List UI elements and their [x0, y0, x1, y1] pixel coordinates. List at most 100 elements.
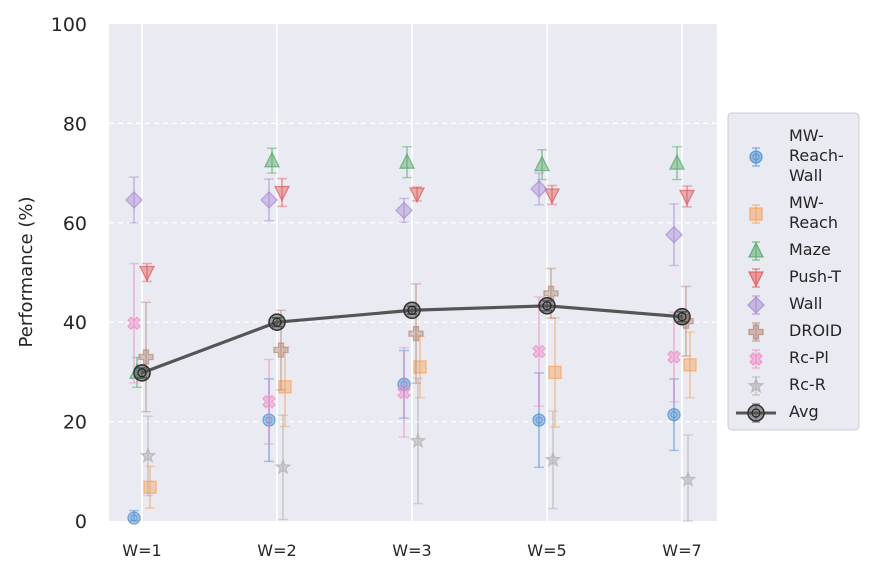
marker-shape: [665, 225, 683, 244]
error-bar: [143, 415, 153, 497]
data-point-1: [139, 447, 157, 464]
marker-shape: [530, 180, 548, 198]
series-layer: [125, 146, 697, 525]
data-point-1: [127, 316, 141, 331]
data-point-5: [679, 470, 697, 487]
marker-inner: [272, 317, 282, 327]
marker-shape: [747, 404, 765, 422]
marker-shape: [747, 271, 765, 288]
data-point-2: [263, 151, 281, 168]
series-maze: [128, 146, 686, 389]
error-bar: [413, 377, 423, 505]
marker-shape: [273, 185, 291, 202]
marker-shape: [749, 352, 763, 366]
marker-shape: [678, 189, 696, 206]
marker-shape: [538, 296, 556, 315]
error-bar: [264, 178, 274, 222]
x-tick-label-1: W=1: [122, 541, 161, 560]
legend-marker: [747, 404, 765, 422]
marker-shape: [278, 380, 292, 394]
data-point-3: [409, 432, 427, 449]
legend-label: Maze: [789, 240, 831, 259]
error-bar: [264, 358, 274, 445]
marker-shape: [127, 316, 141, 331]
error-bar: [548, 410, 558, 510]
marker-inner: [137, 368, 147, 378]
error-bar: [534, 296, 544, 407]
data-point-1: [138, 265, 156, 282]
data-point-4: [543, 188, 561, 205]
data-point-1: [138, 349, 154, 365]
legend-item-droid: DROID: [748, 321, 842, 342]
marker-shape: [139, 447, 157, 464]
marker-shape: [397, 385, 411, 400]
marker-shape: [548, 365, 562, 380]
data-point-5: [668, 153, 686, 170]
legend-label: MW-: [789, 126, 824, 145]
data-point-1: [133, 364, 151, 382]
error-bar: [534, 372, 544, 469]
data-point-2: [273, 342, 289, 358]
error-bar: [129, 176, 139, 224]
marker-shape: [408, 325, 424, 342]
data-point-5: [667, 407, 681, 422]
legend-label: Avg: [789, 402, 819, 421]
legend-marker: [747, 377, 765, 394]
legend-label: Rc-Pl: [789, 348, 829, 367]
marker-shape: [395, 201, 413, 220]
marker-shape: [532, 344, 546, 359]
y-tick-label-0: 0: [75, 511, 87, 533]
marker-shape: [532, 413, 546, 427]
legend-label: DROID: [789, 321, 842, 340]
series-push-t: [138, 177, 696, 283]
data-point-4: [532, 413, 546, 427]
legend-label: Reach-: [789, 146, 844, 165]
legend-label: Wall: [789, 294, 823, 313]
error-bar: [264, 378, 274, 463]
legend-item-rc-r: Rc-R: [747, 375, 826, 396]
marker-shape: [268, 313, 286, 332]
series-mw-reach-wall: [127, 349, 681, 525]
marker-shape: [544, 451, 562, 467]
y-tick-label-60: 60: [63, 213, 87, 235]
marker-shape: [747, 377, 765, 394]
data-point-4: [533, 155, 551, 172]
error-bar: [683, 434, 693, 522]
data-point-5: [678, 189, 696, 206]
marker-shape: [683, 358, 697, 372]
marker-shape: [679, 470, 697, 487]
data-point-3: [403, 301, 421, 320]
legend-marker: [748, 324, 764, 340]
marker-inner: [542, 301, 552, 311]
marker-shape: [260, 191, 278, 209]
marker-shape: [403, 301, 421, 320]
legend-marker: [749, 207, 763, 221]
legend-marker: [747, 241, 765, 258]
data-point-4: [538, 296, 556, 315]
error-bar: [685, 331, 695, 399]
marker-shape: [668, 153, 686, 170]
legend-item-mw-reach: MW-Reach: [749, 193, 838, 232]
data-point-3: [408, 187, 426, 204]
marker-shape: [408, 187, 426, 204]
marker-inner: [400, 380, 408, 388]
marker-shape: [125, 191, 143, 209]
data-point-4: [548, 365, 562, 380]
legend-item-wall: Wall: [747, 294, 823, 315]
data-point-3: [397, 385, 411, 400]
marker-shape: [748, 324, 764, 340]
error-bar: [402, 146, 412, 179]
marker-shape: [397, 377, 411, 391]
legend-item-avg: Avg: [736, 402, 819, 423]
marker-inner: [265, 416, 273, 424]
x-axis: W=1 W=2 W=3 W=5 W=7: [122, 541, 701, 560]
data-point-2: [262, 413, 276, 427]
x-tick-label-4: W=5: [527, 541, 566, 560]
grid: [109, 24, 717, 521]
x-tick-label-3: W=3: [392, 541, 431, 560]
error-bar: [399, 349, 409, 419]
marker-shape: [667, 407, 681, 422]
marker-shape: [398, 152, 416, 169]
series-rc-pl: [127, 262, 681, 445]
